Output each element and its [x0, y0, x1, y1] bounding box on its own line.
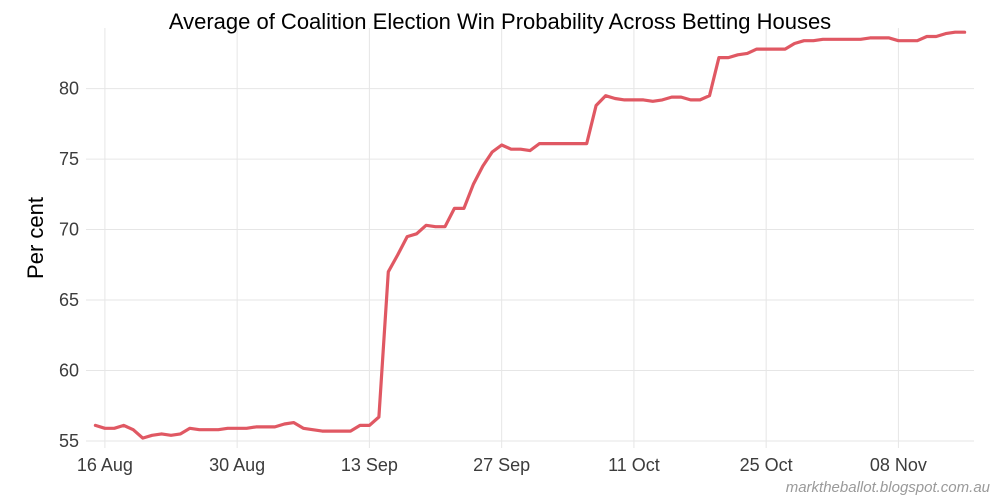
x-tick-label: 27 Sep [473, 455, 530, 475]
y-tick-label: 65 [59, 290, 79, 310]
y-tick-label: 80 [59, 79, 79, 99]
y-axis-label: Per cent [23, 197, 48, 279]
y-tick-label: 60 [59, 360, 79, 380]
chart-title: Average of Coalition Election Win Probab… [169, 9, 831, 34]
x-tick-label: 25 Oct [740, 455, 793, 475]
x-tick-label: 13 Sep [341, 455, 398, 475]
y-tick-label: 70 [59, 220, 79, 240]
x-axis-ticks: 16 Aug 30 Aug 13 Sep 27 Sep 11 Oct 25 Oct 08 N… [77, 455, 927, 475]
y-tick-label: 55 [59, 431, 79, 451]
y-tick-label: 75 [59, 149, 79, 169]
x-tick-label: 16 Aug [77, 455, 133, 475]
x-tick-label: 08 Nov [870, 455, 927, 475]
vertical-gridlines [104, 28, 899, 448]
series-layer [93, 30, 967, 440]
source-credit: marktheballot.blogspot.com.au [786, 479, 991, 496]
y-axis-ticks: 55 60 65 70 75 80 [59, 79, 79, 451]
horizontal-gridlines [86, 88, 974, 442]
x-tick-label: 11 Oct [608, 455, 660, 475]
series-line [93, 30, 967, 440]
x-tick-label: 30 Aug [209, 455, 265, 475]
